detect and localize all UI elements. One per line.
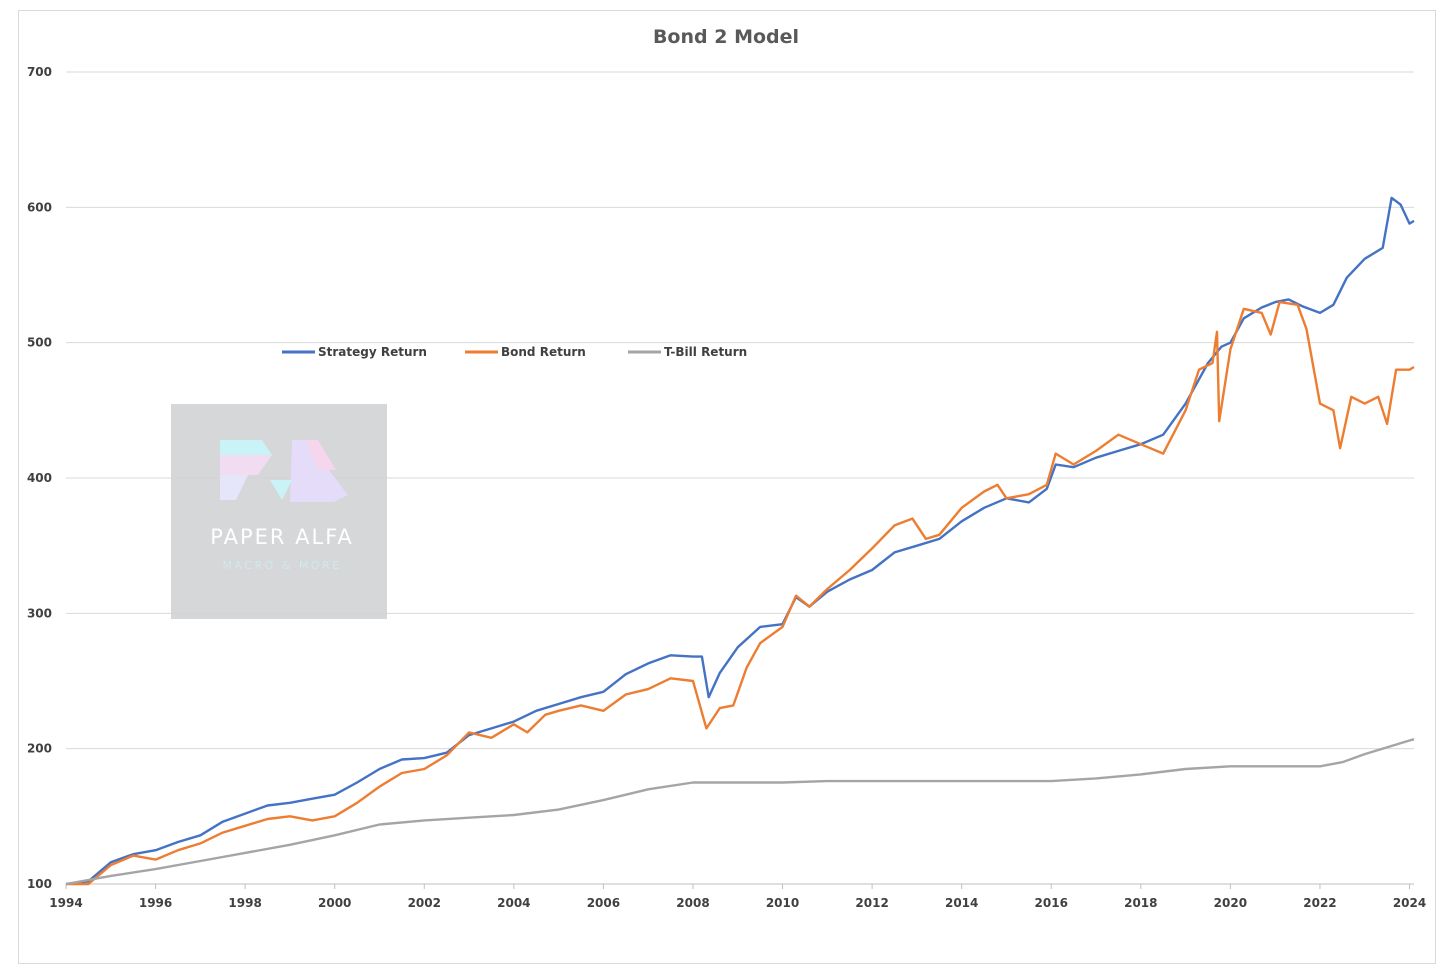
x-tick-label: 2022: [1303, 896, 1336, 910]
y-axis-ticks: 100 200 300 400 500 600 700: [27, 65, 52, 891]
x-tick-label: 2014: [945, 896, 978, 910]
watermark-subtitle: MACRO & MORE: [222, 559, 341, 572]
x-tick-label: 2000: [318, 896, 351, 910]
y-tick-label: 100: [27, 877, 52, 891]
y-tick-label: 700: [27, 65, 52, 79]
series-line-bond-return: [66, 300, 1415, 886]
x-tick-label: 2024: [1393, 896, 1426, 910]
legend-label: Strategy Return: [318, 345, 427, 359]
watermark-box: [171, 404, 387, 619]
x-tick-label: 2020: [1214, 896, 1247, 910]
series-lines: [65, 196, 1415, 886]
x-tick-label: 2018: [1124, 896, 1157, 910]
x-tick-label: 2008: [676, 896, 709, 910]
x-tick-label: 1998: [228, 896, 261, 910]
x-tick-label: 2010: [766, 896, 799, 910]
x-tick-label: 1994: [49, 896, 82, 910]
y-tick-label: 400: [27, 471, 52, 485]
series-line-t-bill-return: [65, 738, 1415, 886]
y-tick-label: 200: [27, 742, 52, 756]
chart-title: Bond 2 Model: [653, 26, 799, 48]
x-tick-label: 1996: [139, 896, 172, 910]
y-tick-label: 300: [27, 606, 52, 620]
x-tick-label: 2012: [855, 896, 888, 910]
legend-label: T-Bill Return: [664, 345, 747, 359]
y-tick-label: 600: [27, 200, 52, 214]
x-tick-label: 2002: [408, 896, 441, 910]
watermark-title: PAPER ALFA: [210, 525, 353, 549]
x-tick-label: 2006: [587, 896, 620, 910]
gridlines: [66, 71, 1414, 885]
y-tick-label: 500: [27, 336, 52, 350]
x-axis-ticks: 1994 1996 1998 2000 2002 2004 2006 2008 2010 2012…: [49, 884, 1426, 910]
x-tick-label: 2004: [497, 896, 530, 910]
x-tick-label: 2016: [1035, 896, 1068, 910]
watermark-logo-icon: [220, 440, 348, 502]
watermark: PAPER ALFA MACRO & MORE: [171, 404, 387, 619]
legend: Strategy Return Bond Return T-Bill Return: [282, 345, 747, 359]
legend-label: Bond Return: [501, 345, 586, 359]
